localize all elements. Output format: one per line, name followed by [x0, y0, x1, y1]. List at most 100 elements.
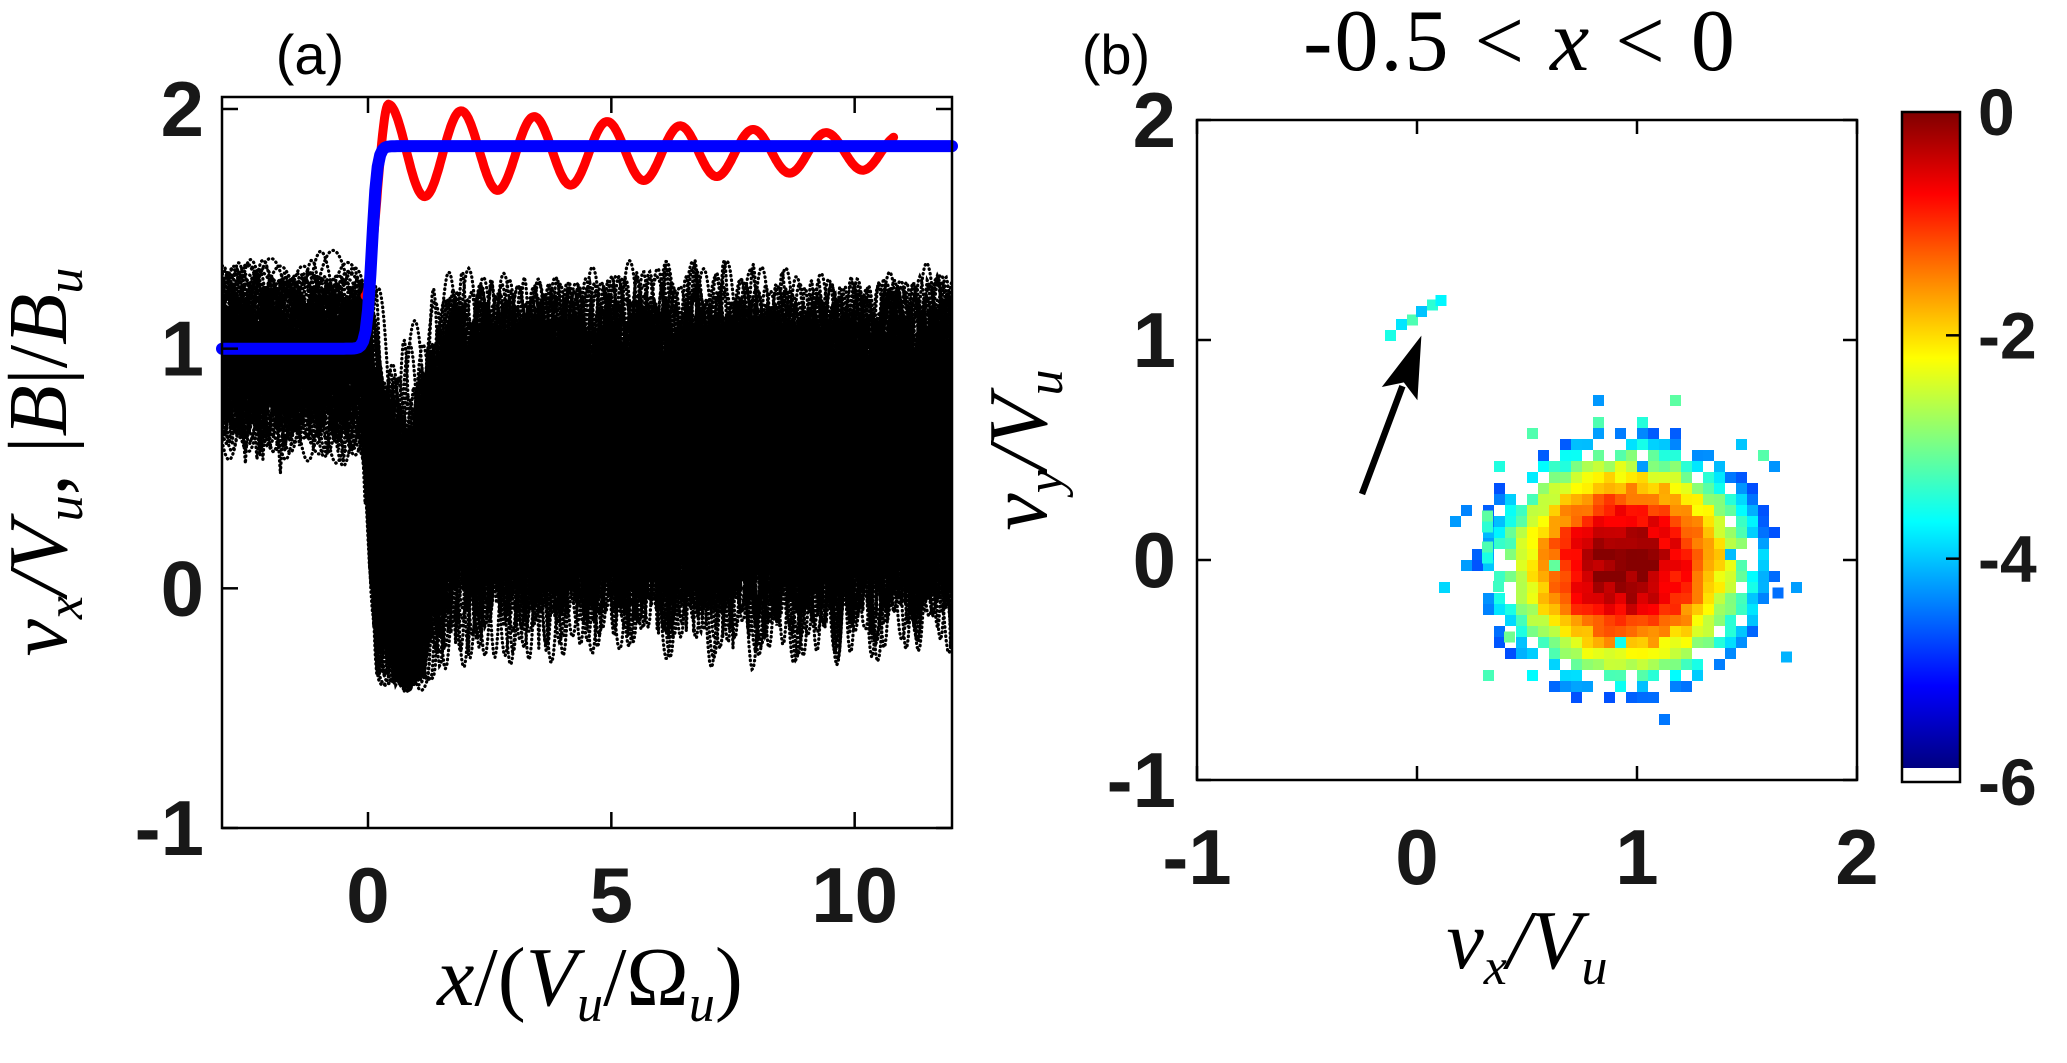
heatmap-cell	[1648, 461, 1659, 472]
heatmap-cell	[1593, 461, 1604, 472]
colorbar-tick-marks	[1946, 334, 1960, 560]
heatmap-cell	[1615, 450, 1626, 461]
heatmap-cell	[1516, 626, 1527, 637]
heatmap-cell	[1626, 483, 1637, 494]
heatmap-cell	[1538, 483, 1549, 494]
heatmap-cell	[1703, 571, 1714, 582]
heatmap-cell	[1582, 439, 1593, 450]
heatmap-cell	[1769, 527, 1780, 538]
heatmap-cell	[1503, 631, 1515, 643]
heatmap-cell	[1736, 637, 1747, 648]
heatmap-cell	[1626, 560, 1637, 571]
heatmap-cell	[1747, 483, 1758, 494]
heatmap-cell	[1604, 494, 1615, 505]
heatmap-cell	[1626, 626, 1637, 637]
heatmap-cell	[1527, 604, 1538, 615]
heatmap-cell	[1681, 461, 1692, 472]
heatmap-cell	[1670, 472, 1681, 483]
heatmap-cell	[1659, 593, 1670, 604]
heatmap-cell	[1714, 582, 1725, 593]
heatmap-cell	[1549, 560, 1560, 571]
heatmap-cell	[1703, 516, 1714, 527]
heatmap-cell	[1681, 527, 1692, 538]
heatmap-cell	[1593, 560, 1604, 571]
heatmap-cell	[1615, 516, 1626, 527]
heatmap-cell	[1725, 527, 1736, 538]
heatmap-cell	[1725, 593, 1736, 604]
heatmap-cell	[1648, 483, 1659, 494]
heatmap-cell	[1538, 560, 1549, 571]
heatmap-cell	[1659, 527, 1670, 538]
ion-trajectory	[223, 317, 951, 678]
heatmap-cell	[1670, 571, 1681, 582]
heatmap-cell	[1648, 549, 1659, 560]
heatmap-cell	[1571, 626, 1582, 637]
heatmap-cell	[1549, 549, 1560, 560]
heatmap-cell	[1571, 439, 1582, 450]
colorbar: 0 -2 -4 -6	[1900, 75, 2037, 819]
heatmap-cell	[1758, 527, 1769, 538]
heatmap-cell	[1505, 604, 1516, 615]
heatmap-cell	[1714, 637, 1725, 648]
heatmap-cell	[1549, 659, 1560, 670]
heatmap-cell	[1527, 560, 1538, 571]
heatmap-cell	[1772, 587, 1784, 599]
heatmap-cell	[1505, 527, 1516, 538]
heatmap-cell	[1648, 659, 1659, 670]
heatmap-cell	[1538, 538, 1549, 549]
heatmap-cell	[1670, 593, 1681, 604]
heatmap-cell	[1538, 549, 1549, 560]
heatmap-cell	[1637, 527, 1648, 538]
heatmap-cell	[1505, 505, 1516, 516]
panel-b-title: -0.5 < x < 0	[1303, 0, 1737, 90]
heatmap-cell	[1692, 461, 1703, 472]
x-tick-label: -1	[1162, 813, 1231, 901]
heatmap-cell	[1571, 582, 1582, 593]
heatmap-cell	[1571, 593, 1582, 604]
heatmap-cell	[1582, 538, 1593, 549]
heatmap-cell	[1648, 604, 1659, 615]
heatmap-cell	[1494, 604, 1505, 615]
heatmap-cell	[1637, 626, 1648, 637]
heatmap-cell	[1725, 648, 1736, 659]
heatmap-cell	[1648, 593, 1659, 604]
heatmap-cell	[1549, 472, 1560, 483]
panel-a-yaxis-label: vx/Vu, |B|/Bu	[0, 268, 94, 657]
heatmap-cell	[1626, 615, 1637, 626]
panel-b-tick-marks	[1195, 118, 1859, 782]
heatmap-cell	[1648, 582, 1659, 593]
heatmap-cell	[1758, 549, 1769, 560]
heatmap-cell	[1560, 637, 1571, 648]
heatmap-cell	[1703, 626, 1714, 637]
y-tick-label: 0	[161, 544, 204, 632]
heatmap-cell	[1481, 541, 1493, 553]
arrow-shaft	[1358, 385, 1406, 496]
heatmap-cell	[1747, 615, 1758, 626]
heatmap-cell	[1472, 549, 1483, 560]
heatmap-cell	[1494, 494, 1505, 505]
heatmap-cell	[1648, 494, 1659, 505]
heatmap-cell	[1549, 637, 1560, 648]
heatmap-cell	[1692, 450, 1703, 461]
heatmap-cell	[1615, 549, 1626, 560]
heatmap-cell	[1571, 571, 1582, 582]
panel-b-axes-box	[1195, 118, 1859, 782]
heatmap-cell	[1560, 670, 1571, 681]
heatmap-cell	[1549, 582, 1560, 593]
heatmap-cell	[1703, 549, 1714, 560]
ion-trajectory	[223, 299, 951, 670]
heatmap-cell	[1626, 637, 1637, 648]
heatmap-cell	[1714, 461, 1725, 472]
heatmap-cell	[1681, 549, 1692, 560]
heatmap-cell	[1593, 538, 1604, 549]
heatmap-cell	[1483, 604, 1494, 615]
heatmap-cell	[1703, 538, 1714, 549]
heatmap-cell	[1637, 604, 1648, 615]
heatmap-cell	[1692, 494, 1703, 505]
heatmap-cell	[1505, 571, 1516, 582]
heatmap-cell	[1560, 439, 1571, 450]
heatmap-cell	[1571, 549, 1582, 560]
heatmap-cell	[1604, 527, 1615, 538]
